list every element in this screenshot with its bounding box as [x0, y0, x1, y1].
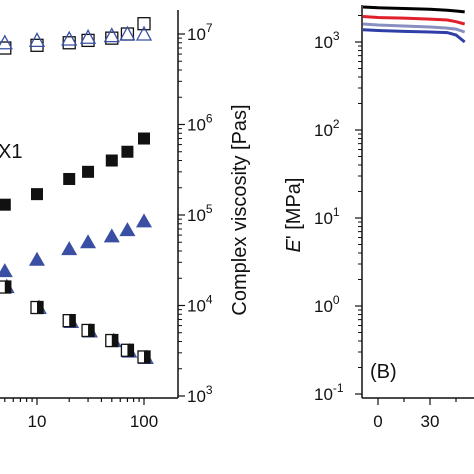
marker-open-triangle [119, 25, 136, 41]
panel-b-label: (B) [370, 361, 397, 383]
marker-open-triangle [103, 27, 120, 43]
panel-a-x-tick-label: 10 [28, 412, 47, 431]
panel-a-right-y-axis-title: Complex viscosity [Pas] [229, 104, 251, 315]
panel-b-ylabel-suffix: ' [MPa] [283, 178, 305, 240]
marker-open-triangle [61, 30, 78, 46]
tick-base: 10 [314, 297, 333, 316]
marker-filled-square [63, 172, 76, 185]
tick-base: 10 [187, 206, 206, 225]
tick-exponent: 2 [333, 117, 340, 131]
panel-a-right-y-tick-label: 105 [187, 202, 213, 225]
tick-base: 10 [314, 385, 333, 404]
tick-base: 10 [187, 297, 206, 316]
panel-a-right-y-tick-label: 106 [187, 112, 213, 135]
panel-b-series-line [362, 28, 466, 44]
marker-mixed-square-half [127, 344, 134, 357]
marker-open-triangle [79, 28, 97, 44]
marker-filled-square [138, 132, 150, 145]
marker-filled-triangle [119, 222, 136, 237]
tick-exponent: 3 [206, 383, 213, 397]
panel-b-y-axis-title: E' [MPa] [283, 178, 305, 253]
marker-filled-triangle [29, 251, 45, 266]
panel-b-series-line [362, 15, 466, 26]
panel-a-markers [0, 17, 154, 365]
tick-exponent: 4 [206, 293, 213, 307]
marker-filled-triangle [0, 263, 13, 278]
panel-b-series-line [362, 5, 465, 14]
marker-mixed-square-half [4, 281, 11, 294]
marker-open-triangle [0, 34, 13, 50]
tick-exponent: -1 [333, 381, 344, 395]
panel-b-x-tick-label: 30 [421, 412, 440, 431]
marker-filled-square [31, 188, 43, 201]
marker-filled-square [0, 198, 11, 211]
marker-open-square [137, 17, 151, 31]
marker-open-triangle [135, 25, 153, 41]
tick-exponent: 1 [333, 205, 340, 219]
marker-mixed-square-half [111, 334, 118, 347]
tick-exponent: 5 [206, 202, 213, 216]
marker-filled-triangle [136, 213, 152, 228]
marker-filled-square [121, 145, 134, 158]
tick-exponent: 6 [206, 112, 213, 126]
panel-a-annotation: X1 [0, 141, 22, 163]
panel-b-y-tick-label: 100 [314, 293, 340, 316]
marker-open-triangle [28, 32, 46, 48]
marker-filled-square [82, 165, 95, 178]
panel-b-series-line [362, 22, 466, 34]
marker-filled-triangle [80, 234, 97, 249]
marker-mixed-square-half [144, 350, 150, 363]
tick-exponent: 3 [333, 29, 340, 43]
tick-base: 10 [314, 33, 333, 52]
marker-filled-triangle [103, 228, 120, 243]
marker-open-square [105, 31, 119, 45]
panel-b-y-tick-label: 103 [314, 29, 340, 52]
marker-mixed-square-half [88, 324, 95, 337]
tick-base: 10 [187, 25, 206, 44]
tick-base: 10 [187, 387, 206, 406]
marker-filled-square [105, 154, 118, 167]
panel-b-x-tick-label: 0 [373, 412, 382, 431]
tick-base: 10 [187, 116, 206, 135]
panel-b-lines [362, 5, 466, 44]
tick-exponent: 0 [333, 293, 340, 307]
marker-mixed-square-half [37, 301, 43, 314]
panel-a-right-y-tick-label: 107 [187, 21, 213, 44]
panel-b-y-tick-label: 102 [314, 117, 340, 140]
panel-b-y-tick-label: 101 [314, 205, 340, 228]
tick-base: 10 [314, 209, 333, 228]
panel-b-ylabel-prefix: E [283, 238, 305, 252]
tick-exponent: 7 [206, 21, 213, 35]
marker-filled-triangle [61, 241, 78, 256]
panel-a-right-y-tick-label: 104 [187, 293, 213, 316]
panel-b-y-tick-label: 10-1 [314, 381, 344, 404]
panel-a-x-tick-label: 100 [130, 412, 158, 431]
marker-mixed-square-half [69, 314, 76, 327]
tick-base: 10 [314, 121, 333, 140]
panel-a-right-y-tick-label: 103 [187, 383, 213, 406]
marker-open-square [81, 33, 95, 48]
